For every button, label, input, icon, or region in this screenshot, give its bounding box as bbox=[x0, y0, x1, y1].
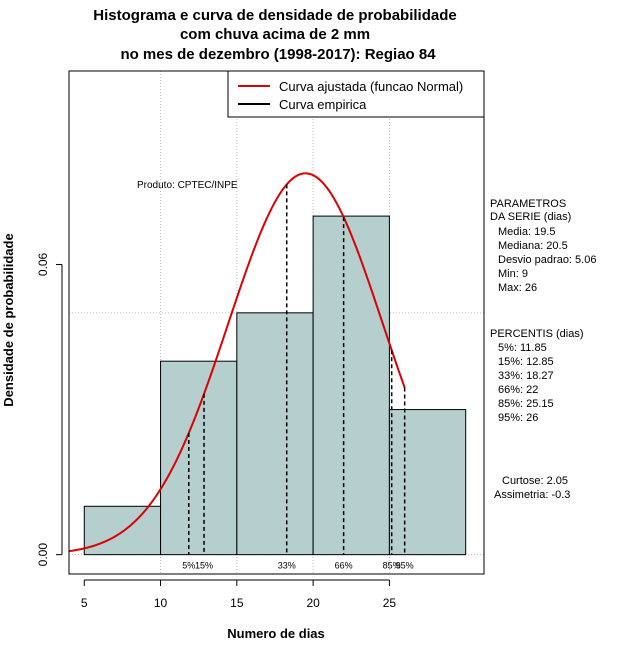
perc-66: 66%: 22 bbox=[498, 384, 538, 396]
axis-layer: 5 10 15 20 25 0.00 0.06 bbox=[36, 252, 396, 610]
perc-95: 95%: 26 bbox=[498, 412, 538, 424]
chart-title-line-3: no mes de dezembro (1998-2017): Regiao 8… bbox=[120, 46, 436, 63]
histogram-bar-2 bbox=[160, 360, 238, 556]
percentile-label-66: 66% bbox=[335, 561, 353, 571]
x-tick-label-10: 10 bbox=[154, 596, 168, 610]
param-title-line-1: PARAMETROS bbox=[490, 198, 566, 210]
percentile-label-85: 85% bbox=[383, 561, 401, 571]
histogram-bar-3 bbox=[236, 312, 314, 556]
percentile-label-5: 5% bbox=[182, 561, 195, 571]
param-sd: Desvio padrao: 5.06 bbox=[498, 254, 596, 266]
x-tick-label-20: 20 bbox=[306, 596, 320, 610]
perc-title: PERCENTIS (dias) bbox=[490, 328, 584, 340]
stat-skewness: Assimetria: -0.3 bbox=[494, 489, 570, 501]
y-tick-label-0: 0.00 bbox=[36, 543, 50, 567]
legend: Curva ajustada (funcao Normal) Curva emp… bbox=[227, 70, 485, 118]
y-tick-label-1: 0.06 bbox=[36, 252, 50, 276]
perc-85: 85%: 25.15 bbox=[498, 398, 554, 410]
param-max: Max: 26 bbox=[498, 282, 537, 294]
percentile-label-95: 95% bbox=[396, 561, 414, 571]
percentile-label-33: 33% bbox=[278, 561, 296, 571]
histogram-bar-4 bbox=[312, 215, 390, 556]
percentile-layer: 5% 15% 33% 66% 85%95% bbox=[182, 184, 414, 571]
param-title-line-2: DA SERIE (dias) bbox=[490, 211, 571, 223]
histogram-bar-5 bbox=[388, 409, 467, 556]
stat-kurtosis: Curtose: 2.05 bbox=[502, 475, 568, 487]
x-tick-label-25: 25 bbox=[383, 596, 397, 610]
x-axis-label: Numero de dias bbox=[227, 626, 325, 641]
histogram-bar-1 bbox=[83, 505, 162, 556]
param-min: Min: 9 bbox=[498, 268, 528, 280]
y-axis-label: Densidade de probabilidade bbox=[1, 233, 16, 406]
legend-label-empirical: Curva empirica bbox=[279, 97, 367, 112]
legend-label-normal: Curva ajustada (funcao Normal) bbox=[279, 79, 463, 94]
perc-5: 5%: 11.85 bbox=[498, 342, 547, 354]
perc-15: 15%: 12.85 bbox=[498, 356, 554, 368]
bar-layer bbox=[83, 215, 467, 556]
percentile-label-15: 15% bbox=[195, 561, 213, 571]
side-panel: PARAMETROS DA SERIE (dias) Media: 19.5 M… bbox=[490, 198, 596, 501]
chart-title-line-2: com chuva acima de 2 mm bbox=[180, 26, 370, 43]
x-tick-label-15: 15 bbox=[230, 596, 244, 610]
chart-title-line-1: Histograma e curva de densidade de proba… bbox=[93, 7, 456, 24]
watermark-text: Produto: CPTEC/INPE bbox=[137, 180, 238, 191]
param-median: Mediana: 20.5 bbox=[498, 240, 568, 252]
curve-layer bbox=[68, 172, 406, 553]
perc-33: 33%: 18.27 bbox=[498, 370, 554, 382]
x-tick-label-5: 5 bbox=[81, 596, 88, 610]
legend-box bbox=[227, 70, 485, 118]
normal-fit-curve bbox=[68, 172, 406, 553]
param-mean: Media: 19.5 bbox=[498, 226, 555, 238]
